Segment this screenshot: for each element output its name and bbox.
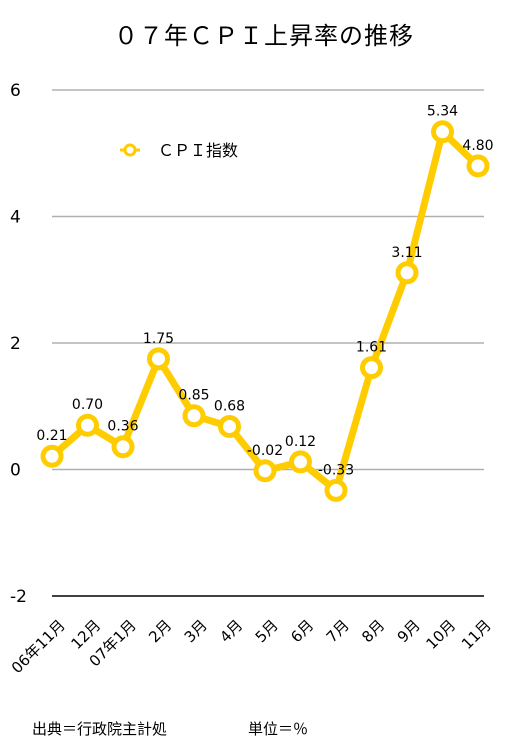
data-label: 0.68 — [214, 398, 245, 414]
x-tick-label: 8月 — [358, 616, 388, 646]
y-tick-label: 4 — [10, 208, 21, 228]
data-point — [289, 450, 312, 474]
data-label: 0.12 — [285, 434, 316, 450]
data-point — [111, 435, 135, 459]
data-point — [466, 154, 490, 178]
x-tick-label: 9月 — [394, 616, 424, 646]
x-tick-label: 10月 — [422, 616, 459, 653]
data-point — [360, 356, 383, 380]
data-point — [76, 413, 99, 437]
data-point — [40, 444, 64, 468]
unit-note: 単位＝％ — [248, 720, 309, 738]
data-point — [147, 347, 170, 371]
data-labels: 0.21 0.700.36 1.75 0.85 0.68 -0.020.12-0.33 1.… — [36, 104, 493, 479]
x-tick-label: 7月 — [323, 616, 353, 646]
data-label: -0.33 — [318, 462, 354, 478]
x-tick-label: 3月 — [181, 616, 211, 646]
x-tick-label: 06年11月 — [8, 616, 69, 677]
data-label: 4.80 — [462, 138, 493, 154]
series-line — [48, 128, 482, 494]
data-label: 1.61 — [356, 340, 387, 356]
x-tick-label: 4月 — [216, 616, 246, 646]
data-point — [324, 478, 348, 502]
source-note: 出典＝行政院主計処 — [32, 720, 168, 738]
legend-marker — [123, 143, 137, 157]
data-label: 0.85 — [178, 388, 209, 404]
data-point — [253, 459, 277, 483]
legend-label: ＣＰＩ指数 — [158, 141, 238, 160]
y-axis-tick-labels: 6 4 2 0 -2 — [10, 81, 27, 607]
data-point — [182, 404, 206, 428]
data-point — [395, 261, 419, 285]
y-tick-label: 0 — [10, 461, 21, 481]
data-point — [431, 120, 454, 144]
y-tick-label: -2 — [10, 587, 27, 607]
series-cpi — [40, 120, 490, 502]
data-label: 0.36 — [107, 419, 138, 435]
x-tick-label: 5月 — [252, 616, 282, 646]
gridlines — [52, 89, 484, 597]
y-tick-label: 2 — [10, 334, 21, 354]
data-point — [218, 414, 241, 438]
y-tick-label: 6 — [10, 81, 21, 101]
data-label: 5.34 — [427, 104, 458, 120]
data-label: 0.70 — [72, 397, 103, 413]
data-label: 0.21 — [36, 428, 67, 444]
x-tick-label: 2月 — [145, 616, 175, 646]
legend: ＣＰＩ指数 — [120, 141, 238, 160]
x-tick-label: 11月 — [458, 616, 495, 653]
x-tick-label: 6月 — [287, 616, 317, 646]
data-label: 1.75 — [143, 331, 174, 347]
data-label: -0.02 — [247, 443, 283, 459]
data-label: 3.11 — [391, 245, 422, 261]
chart-title: ０７年ＣＰＩ上昇率の推移 — [114, 22, 414, 50]
